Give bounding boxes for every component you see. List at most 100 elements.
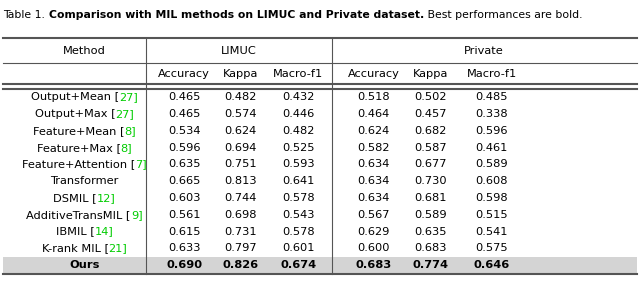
Text: 0.634: 0.634 <box>358 193 390 203</box>
Text: Feature+Attention [7]: Feature+Attention [7] <box>0 159 125 169</box>
Text: 0.635: 0.635 <box>414 226 446 237</box>
Text: Feature+Max [8]: Feature+Max [8] <box>0 143 95 153</box>
Text: Accuracy: Accuracy <box>158 69 211 79</box>
Text: DSMIL [: DSMIL [ <box>53 193 97 203</box>
Text: Output+Mean [: Output+Mean [ <box>0 92 88 102</box>
Text: 0.608: 0.608 <box>476 176 508 186</box>
Text: AdditiveTransMIL [: AdditiveTransMIL [ <box>0 210 104 220</box>
Text: 0.682: 0.682 <box>414 126 446 136</box>
Text: 0.751: 0.751 <box>225 159 257 169</box>
Text: IBMIL [14]: IBMIL [14] <box>56 226 113 237</box>
Text: 0.624: 0.624 <box>225 126 257 136</box>
Text: 0.797: 0.797 <box>225 243 257 253</box>
Text: 0.589: 0.589 <box>476 159 508 169</box>
Text: Feature+Mean [: Feature+Mean [ <box>0 126 92 136</box>
Text: 0.603: 0.603 <box>168 193 200 203</box>
Text: 0.596: 0.596 <box>476 126 508 136</box>
Text: 0.665: 0.665 <box>168 176 200 186</box>
Text: DSMIL [12]: DSMIL [12] <box>53 193 116 203</box>
Text: 0.598: 0.598 <box>476 193 508 203</box>
Text: 0.534: 0.534 <box>168 126 200 136</box>
Text: 0.601: 0.601 <box>282 243 314 253</box>
Text: Output+Max [27]: Output+Max [27] <box>0 109 99 119</box>
Text: 0.541: 0.541 <box>476 226 508 237</box>
Text: K-rank MIL [: K-rank MIL [ <box>42 243 109 253</box>
Text: 0.731: 0.731 <box>225 226 257 237</box>
Text: 0.465: 0.465 <box>168 109 200 119</box>
Text: Best performances are bold.: Best performances are bold. <box>424 10 582 20</box>
Text: 0.624: 0.624 <box>358 126 390 136</box>
Text: 0.457: 0.457 <box>414 109 446 119</box>
Text: 9]: 9] <box>131 210 143 220</box>
Text: Feature+Mean [8]: Feature+Mean [8] <box>33 126 136 136</box>
Text: 0.502: 0.502 <box>414 92 446 102</box>
Text: Macro-f1: Macro-f1 <box>467 69 516 79</box>
Text: 0.482: 0.482 <box>225 92 257 102</box>
Text: 0.485: 0.485 <box>476 92 508 102</box>
Text: 0.567: 0.567 <box>358 210 390 220</box>
Text: Method: Method <box>63 46 106 56</box>
Text: Private: Private <box>464 46 504 56</box>
Text: 27]: 27] <box>115 109 134 119</box>
Text: 0.813: 0.813 <box>225 176 257 186</box>
Text: Feature+Max [8]: Feature+Max [8] <box>36 143 132 153</box>
Text: 0.677: 0.677 <box>414 159 446 169</box>
Text: 0.683: 0.683 <box>414 243 446 253</box>
Text: 0.446: 0.446 <box>282 109 314 119</box>
Bar <box>3 257 637 274</box>
Text: IBMIL [14]: IBMIL [14] <box>0 226 58 237</box>
Text: 0.615: 0.615 <box>168 226 200 237</box>
Text: K-rank MIL [: K-rank MIL [ <box>0 243 67 253</box>
Text: Kappa: Kappa <box>223 69 259 79</box>
Text: 0.774: 0.774 <box>412 260 448 270</box>
Text: Transformer: Transformer <box>51 176 118 186</box>
Text: 0.575: 0.575 <box>476 243 508 253</box>
Text: 0.633: 0.633 <box>168 243 200 253</box>
Text: 0.482: 0.482 <box>282 126 314 136</box>
Text: AdditiveTransMIL [9]: AdditiveTransMIL [9] <box>0 210 116 220</box>
Text: IBMIL [: IBMIL [ <box>0 226 39 237</box>
Text: 0.578: 0.578 <box>282 226 314 237</box>
Text: 0.543: 0.543 <box>282 210 314 220</box>
Text: 0.465: 0.465 <box>168 92 200 102</box>
Text: 0.596: 0.596 <box>168 143 200 153</box>
Text: 0.464: 0.464 <box>358 109 390 119</box>
Text: 0.578: 0.578 <box>282 193 314 203</box>
Text: 0.629: 0.629 <box>358 226 390 237</box>
Text: 8]: 8] <box>124 126 136 136</box>
Text: 0.574: 0.574 <box>225 109 257 119</box>
Text: 0.515: 0.515 <box>476 210 508 220</box>
Text: Accuracy: Accuracy <box>348 69 400 79</box>
Text: 0.641: 0.641 <box>282 176 314 186</box>
Text: Feature+Mean [8]: Feature+Mean [8] <box>0 126 103 136</box>
Text: 0.525: 0.525 <box>282 143 314 153</box>
Text: 0.635: 0.635 <box>168 159 200 169</box>
Text: Feature+Max [: Feature+Max [ <box>0 143 84 153</box>
Text: 0.694: 0.694 <box>225 143 257 153</box>
Text: 0.826: 0.826 <box>223 260 259 270</box>
Text: 0.582: 0.582 <box>358 143 390 153</box>
Text: 0.634: 0.634 <box>358 176 390 186</box>
Text: Ours: Ours <box>69 260 100 270</box>
Text: K-rank MIL [21]: K-rank MIL [21] <box>0 243 86 253</box>
Text: 0.683: 0.683 <box>356 260 392 270</box>
Text: DSMIL [: DSMIL [ <box>0 193 44 203</box>
Text: Comparison with MIL methods on LIMUC and Private dataset.: Comparison with MIL methods on LIMUC and… <box>49 10 424 20</box>
Text: 0.744: 0.744 <box>225 193 257 203</box>
Text: 0.730: 0.730 <box>414 176 446 186</box>
Text: 0.600: 0.600 <box>358 243 390 253</box>
Text: 0.587: 0.587 <box>414 143 446 153</box>
Text: Output+Mean [27]: Output+Mean [27] <box>0 92 107 102</box>
Text: 0.674: 0.674 <box>280 260 316 270</box>
Text: Feature+Attention [: Feature+Attention [ <box>22 159 135 169</box>
Text: 0.589: 0.589 <box>414 210 446 220</box>
Text: 21]: 21] <box>109 243 127 253</box>
Text: Feature+Attention [: Feature+Attention [ <box>0 159 113 169</box>
Text: AdditiveTransMIL [: AdditiveTransMIL [ <box>26 210 131 220</box>
Text: Table 1.: Table 1. <box>3 10 49 20</box>
Text: 0.461: 0.461 <box>476 143 508 153</box>
Text: Output+Max [: Output+Max [ <box>35 109 115 119</box>
Text: 0.432: 0.432 <box>282 92 314 102</box>
Text: Feature+Max [: Feature+Max [ <box>36 143 121 153</box>
Text: 0.561: 0.561 <box>168 210 200 220</box>
